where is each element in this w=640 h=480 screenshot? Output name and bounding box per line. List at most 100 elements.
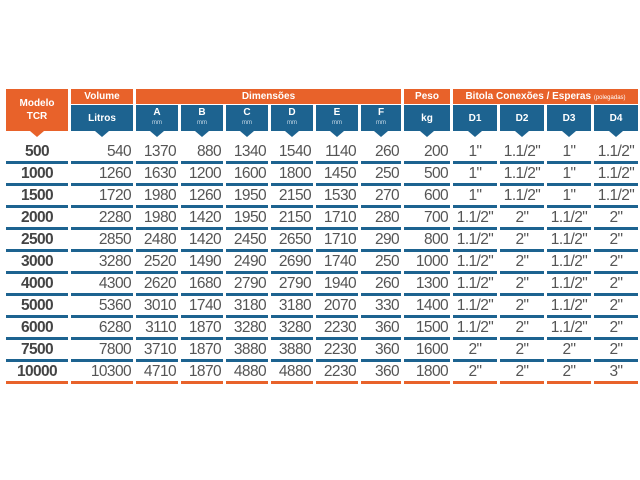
cell-d3: 1.1/2" — [547, 230, 591, 252]
cell-peso: 1500 — [404, 318, 450, 340]
cell-d1: 1.1/2" — [453, 252, 497, 274]
cell-volume: 10300 — [71, 362, 133, 384]
cell-dim-b: 1490 — [181, 252, 223, 274]
cell-modelo: 7500 — [6, 340, 68, 362]
cell-d3: 1" — [547, 164, 591, 186]
dim-unit: mm — [376, 120, 386, 126]
cell-d1: 1.1/2" — [453, 318, 497, 340]
cell-dim-c: 2490 — [226, 252, 268, 274]
cell-peso: 1800 — [404, 362, 450, 384]
dim-unit: mm — [332, 120, 342, 126]
cell-dim-a: 1980 — [136, 208, 178, 230]
cell-dim-a: 1370 — [136, 142, 178, 164]
dim-label: F — [377, 107, 385, 118]
cell-d4: 1.1/2" — [594, 164, 638, 186]
cell-dim-e: 2230 — [316, 340, 358, 362]
cell-d3: 1.1/2" — [547, 296, 591, 318]
cell-dim-c: 1340 — [226, 142, 268, 164]
cell-d2: 1.1/2" — [500, 142, 544, 164]
cell-dim-d: 1800 — [271, 164, 313, 186]
cell-modelo: 2500 — [6, 230, 68, 252]
header-peso: Peso — [404, 89, 450, 104]
cell-d2: 2" — [500, 318, 544, 340]
cell-dim-d: 3880 — [271, 340, 313, 362]
header-tcr-label: TCR — [26, 111, 48, 122]
dim-label: D — [288, 107, 296, 118]
cell-dim-b: 1870 — [181, 340, 223, 362]
cell-modelo: 10000 — [6, 362, 68, 384]
cell-volume: 1720 — [71, 186, 133, 208]
cell-dim-c: 3280 — [226, 318, 268, 340]
dim-unit: mm — [242, 120, 252, 126]
tcr-spec-table: Modelo TCR Volume Dimensões Peso Bitola C… — [6, 89, 638, 384]
dim-label: A — [153, 107, 161, 118]
cell-dim-a: 2480 — [136, 230, 178, 252]
cell-d4: 1.1/2" — [594, 142, 638, 164]
cell-dim-f: 260 — [361, 274, 401, 296]
cell-d4: 2" — [594, 296, 638, 318]
cell-volume: 3280 — [71, 252, 133, 274]
cell-peso: 200 — [404, 142, 450, 164]
dim-label: C — [243, 107, 251, 118]
cell-dim-d: 2150 — [271, 186, 313, 208]
cell-d1: 1" — [453, 164, 497, 186]
cell-dim-f: 360 — [361, 362, 401, 384]
dim-unit: mm — [152, 120, 162, 126]
cell-d1: 2" — [453, 340, 497, 362]
cell-dim-d: 3180 — [271, 296, 313, 318]
cell-modelo: 500 — [6, 142, 68, 164]
cell-volume: 2280 — [71, 208, 133, 230]
cell-modelo: 1500 — [6, 186, 68, 208]
cell-dim-c: 2790 — [226, 274, 268, 296]
cell-d2: 2" — [500, 362, 544, 384]
cell-dim-b: 1200 — [181, 164, 223, 186]
cell-peso: 500 — [404, 164, 450, 186]
header-litros: Litros — [71, 105, 133, 137]
cell-dim-b: 1870 — [181, 318, 223, 340]
cell-dim-d: 3280 — [271, 318, 313, 340]
cell-peso: 1600 — [404, 340, 450, 362]
cell-dim-d: 2790 — [271, 274, 313, 296]
cell-dim-a: 2620 — [136, 274, 178, 296]
header-volume: Volume — [71, 89, 133, 104]
header-kg: kg — [404, 105, 450, 137]
header-bitola: Bitola Conexões / Esperas (polegadas) — [453, 89, 638, 104]
cell-dim-e: 2070 — [316, 296, 358, 318]
cell-d2: 2" — [500, 208, 544, 230]
cell-d3: 2" — [547, 362, 591, 384]
cell-dim-f: 360 — [361, 340, 401, 362]
cell-modelo: 6000 — [6, 318, 68, 340]
cell-modelo: 3000 — [6, 252, 68, 274]
cell-dim-f: 250 — [361, 164, 401, 186]
cell-d1: 1" — [453, 142, 497, 164]
cell-d3: 1" — [547, 186, 591, 208]
cell-dim-e: 1530 — [316, 186, 358, 208]
cell-d2: 2" — [500, 252, 544, 274]
cell-dim-c: 1950 — [226, 186, 268, 208]
cell-dim-f: 290 — [361, 230, 401, 252]
cell-d2: 2" — [500, 274, 544, 296]
cell-dim-c: 1950 — [226, 208, 268, 230]
cell-d4: 2" — [594, 252, 638, 274]
cell-peso: 600 — [404, 186, 450, 208]
cell-d2: 2" — [500, 340, 544, 362]
cell-volume: 4300 — [71, 274, 133, 296]
cell-dim-b: 1260 — [181, 186, 223, 208]
cell-dim-b: 1420 — [181, 230, 223, 252]
cell-dim-d: 2650 — [271, 230, 313, 252]
cell-d4: 2" — [594, 340, 638, 362]
cell-dim-b: 1740 — [181, 296, 223, 318]
dim-unit: mm — [197, 120, 207, 126]
cell-d1: 1" — [453, 186, 497, 208]
cell-dim-e: 2230 — [316, 318, 358, 340]
bitola-label: Bitola Conexões / Esperas — [465, 91, 592, 102]
cell-dim-f: 360 — [361, 318, 401, 340]
cell-dim-a: 3010 — [136, 296, 178, 318]
cell-d1: 1.1/2" — [453, 230, 497, 252]
cell-dim-f: 270 — [361, 186, 401, 208]
cell-volume: 2850 — [71, 230, 133, 252]
cell-volume: 6280 — [71, 318, 133, 340]
